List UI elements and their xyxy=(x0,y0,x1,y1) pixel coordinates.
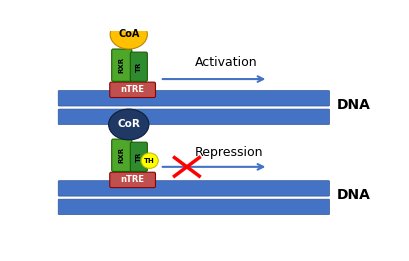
Text: RXR: RXR xyxy=(119,147,124,163)
Text: Activation: Activation xyxy=(194,56,256,69)
Text: CoR: CoR xyxy=(117,120,140,129)
FancyBboxPatch shape xyxy=(58,181,329,196)
Text: TR: TR xyxy=(135,62,142,72)
FancyBboxPatch shape xyxy=(111,49,132,81)
FancyBboxPatch shape xyxy=(110,82,155,98)
Text: RXR: RXR xyxy=(119,57,124,73)
FancyBboxPatch shape xyxy=(58,91,329,106)
Text: CoA: CoA xyxy=(118,29,139,39)
FancyBboxPatch shape xyxy=(111,139,132,171)
Text: TR: TR xyxy=(135,152,142,162)
Ellipse shape xyxy=(108,109,148,140)
Text: DNA: DNA xyxy=(336,98,369,112)
Text: Repression: Repression xyxy=(194,146,263,159)
Text: TH: TH xyxy=(144,158,155,164)
Text: nTRE: nTRE xyxy=(120,175,144,185)
Text: DNA: DNA xyxy=(336,188,369,202)
Ellipse shape xyxy=(141,153,158,168)
FancyBboxPatch shape xyxy=(110,172,155,188)
FancyBboxPatch shape xyxy=(58,109,329,124)
Ellipse shape xyxy=(110,20,147,49)
FancyBboxPatch shape xyxy=(130,52,147,81)
FancyBboxPatch shape xyxy=(130,142,147,171)
FancyBboxPatch shape xyxy=(58,199,329,215)
Text: nTRE: nTRE xyxy=(120,85,144,94)
